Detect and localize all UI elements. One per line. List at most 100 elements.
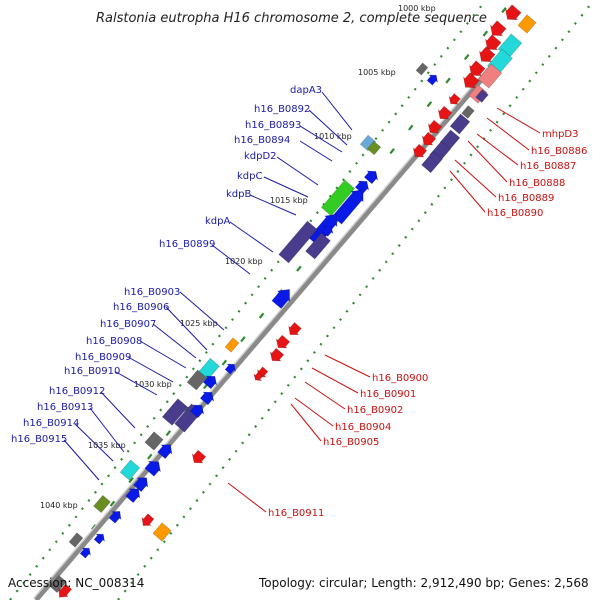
guide-dot xyxy=(413,87,417,91)
guide-dot xyxy=(352,301,356,305)
gene-feature xyxy=(278,220,318,264)
guide-dot xyxy=(348,170,352,173)
gene-feature xyxy=(421,150,443,174)
gene-feature xyxy=(366,140,382,156)
gene-feature xyxy=(224,363,236,375)
gene-feature xyxy=(141,513,155,526)
leader-line xyxy=(179,291,225,331)
leader-line xyxy=(476,133,519,166)
guide-dot xyxy=(257,285,261,289)
guide-dot xyxy=(355,161,358,165)
guide-dot xyxy=(374,137,378,141)
guide-dot xyxy=(204,351,208,354)
gene-label: h16_B0910 xyxy=(64,366,120,377)
guide-dot xyxy=(456,170,460,173)
gene-feature xyxy=(477,63,503,89)
guide-dot xyxy=(547,54,551,58)
guide-dot xyxy=(113,466,117,470)
guide-dot xyxy=(554,46,558,50)
backbone-tick xyxy=(389,148,395,155)
gene-feature xyxy=(469,60,486,77)
guide-dot xyxy=(515,96,519,99)
guide-dot xyxy=(136,573,140,576)
gene-feature xyxy=(199,391,215,406)
gene-label: kdpC xyxy=(237,171,262,182)
gene-feature xyxy=(288,322,302,336)
guide-dot xyxy=(400,104,404,108)
guide-dot xyxy=(120,457,124,461)
gene-feature xyxy=(157,444,173,460)
guide-dot xyxy=(22,581,26,585)
backbone-tick xyxy=(482,30,489,37)
leader-line xyxy=(276,156,319,186)
gene-feature xyxy=(485,34,502,51)
gene-feature xyxy=(305,232,331,260)
guide-dot xyxy=(371,276,375,280)
gene-feature xyxy=(463,72,480,89)
gene-feature xyxy=(475,89,489,103)
guide-dot xyxy=(560,38,564,42)
gene-label: h16_B0913 xyxy=(37,402,93,413)
guide-dot xyxy=(417,219,421,223)
gene-features xyxy=(49,4,537,598)
gene-label: h16_B0911 xyxy=(268,508,324,519)
gene-feature xyxy=(49,574,67,594)
guide-dot xyxy=(228,457,232,461)
leader-line xyxy=(299,140,333,162)
gene-label: h16_B0889 xyxy=(498,193,554,204)
guide-dot xyxy=(244,301,248,305)
guide-dot xyxy=(476,145,480,149)
guide-dot xyxy=(472,13,476,17)
guide-dot xyxy=(263,276,267,280)
gene-label: h16_B0909 xyxy=(75,352,131,363)
gene-labels-right: mhpD3 h16_B0886 h16_B0887 h16_B0888 h16_… xyxy=(268,129,587,519)
guide-dot xyxy=(508,104,512,108)
leader-line xyxy=(152,323,197,359)
guide-dot xyxy=(126,449,130,453)
guide-dot xyxy=(332,326,336,330)
leader-line xyxy=(454,159,497,198)
guide-dot xyxy=(175,523,179,527)
guide-dot xyxy=(541,63,545,66)
guide-dot xyxy=(182,515,186,519)
backbone-tick xyxy=(147,453,153,460)
gene-feature xyxy=(79,547,91,559)
guide-dot xyxy=(358,293,362,297)
gene-label: h16_B0912 xyxy=(49,386,105,397)
guide-dot xyxy=(469,153,473,157)
guide-dot xyxy=(365,285,369,289)
leader-line xyxy=(324,354,371,378)
guide-dot xyxy=(439,54,443,58)
gene-feature xyxy=(144,431,164,451)
guide-dot xyxy=(309,219,313,223)
gene-feature xyxy=(133,477,149,493)
gene-feature xyxy=(152,522,172,542)
guide-dot xyxy=(35,564,39,568)
gene-feature xyxy=(461,105,475,119)
guide-dot xyxy=(378,268,382,272)
guide-dot xyxy=(188,507,192,511)
topology-text: Topology: circular; Length: 2,912,490 bp… xyxy=(258,576,589,590)
leader-line xyxy=(115,371,158,396)
gene-feature xyxy=(269,347,285,362)
gene-label: h16_B0914 xyxy=(23,418,79,429)
leader-line xyxy=(308,109,348,146)
leader-line xyxy=(89,407,125,453)
guide-dot xyxy=(387,120,391,124)
gene-feature xyxy=(437,105,453,120)
guide-dot xyxy=(260,416,264,420)
guide-dot xyxy=(93,490,97,494)
guide-dot xyxy=(312,351,316,354)
guide-dot xyxy=(426,71,430,75)
gene-label: h16_B0893 xyxy=(245,120,301,131)
guide-dot xyxy=(443,186,447,190)
guide-dot xyxy=(567,30,571,34)
gene-label: kdpA xyxy=(205,216,230,227)
gene-label: h16_B0890 xyxy=(487,208,543,219)
guide-dot xyxy=(215,474,218,478)
gene-feature xyxy=(93,494,111,514)
gene-feature xyxy=(354,180,370,195)
backbone-tick xyxy=(258,312,265,319)
gene-label: h16_B0908 xyxy=(86,336,142,347)
guide-dot xyxy=(169,531,173,535)
